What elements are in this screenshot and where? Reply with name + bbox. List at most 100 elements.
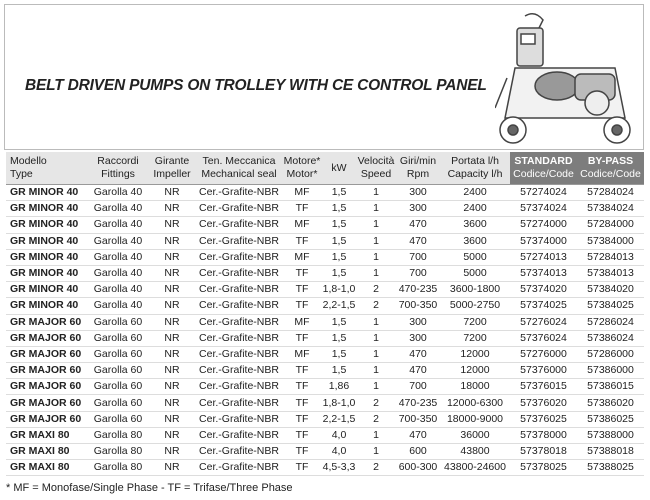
table-cell: NR bbox=[148, 184, 196, 202]
table-cell: 600 bbox=[396, 443, 440, 461]
table-cell: Cer.-Grafite-NBR bbox=[196, 265, 282, 283]
table-cell: 57374024 bbox=[510, 200, 577, 218]
table-cell: 57276000 bbox=[510, 346, 577, 364]
table-cell: Garolla 40 bbox=[88, 233, 148, 250]
table-cell: 1 bbox=[356, 200, 396, 218]
table-cell: 1 bbox=[356, 427, 396, 445]
table-cell: 1 bbox=[356, 233, 396, 250]
table-cell: 600-300 bbox=[396, 459, 440, 477]
pump-illustration bbox=[495, 13, 631, 144]
table-cell: 57378018 bbox=[510, 443, 577, 461]
column-header: Girante Impeller bbox=[148, 152, 196, 185]
table-cell: 1 bbox=[356, 216, 396, 234]
table-cell: Cer.-Grafite-NBR bbox=[196, 427, 282, 445]
table-cell: 1,5 bbox=[322, 216, 356, 234]
header-line: Fittings bbox=[101, 168, 135, 180]
column-header: Velocità Speed bbox=[356, 152, 396, 185]
table-cell: 57276024 bbox=[510, 314, 577, 331]
table-cell: NR bbox=[148, 249, 196, 266]
table-cell: NR bbox=[148, 443, 196, 461]
table-cell: Garolla 60 bbox=[88, 346, 148, 364]
table-cell: 1 bbox=[356, 249, 396, 266]
table-row: GR MINOR 40 Garolla 40 NR Cer.-Grafite-NBR M… bbox=[6, 216, 644, 234]
column-header: Modello Type bbox=[6, 152, 88, 185]
table-cell: GR MAJOR 60 bbox=[6, 314, 88, 331]
table-cell: GR MINOR 40 bbox=[6, 297, 88, 315]
header-line: Codice/Code bbox=[580, 168, 641, 180]
table-cell: Garolla 80 bbox=[88, 427, 148, 445]
table-cell: NR bbox=[148, 216, 196, 234]
table-cell: 57376020 bbox=[510, 394, 577, 412]
table-cell: GR MINOR 40 bbox=[6, 200, 88, 218]
table-cell: 470 bbox=[396, 233, 440, 250]
table-cell: Cer.-Grafite-NBR bbox=[196, 184, 282, 202]
table-cell: NR bbox=[148, 297, 196, 315]
table-cell: 57286000 bbox=[577, 346, 644, 364]
table-cell: 1,5 bbox=[322, 249, 356, 266]
table-cell: 57386024 bbox=[577, 330, 644, 347]
table-cell: 2 bbox=[356, 297, 396, 315]
table-row: GR MINOR 40 Garolla 40 NR Cer.-Grafite-NBR T… bbox=[6, 297, 644, 315]
table-cell: 470-235 bbox=[396, 394, 440, 412]
header-line: Velocità bbox=[357, 155, 395, 167]
table-cell: 57374013 bbox=[510, 265, 577, 283]
column-header: Portata l/h Capacity l/h bbox=[440, 152, 510, 185]
table-cell: 57386000 bbox=[577, 362, 644, 380]
table-cell: GR MAJOR 60 bbox=[6, 362, 88, 380]
table-cell: 700-350 bbox=[396, 411, 440, 428]
table-cell: 57274013 bbox=[510, 249, 577, 266]
header-line: Giri/min bbox=[399, 155, 437, 167]
column-header: Raccordi Fittings bbox=[88, 152, 148, 185]
table-cell: Garolla 40 bbox=[88, 200, 148, 218]
table-cell: Garolla 60 bbox=[88, 314, 148, 331]
table-cell: Garolla 40 bbox=[88, 297, 148, 315]
table-cell: 57378025 bbox=[510, 459, 577, 477]
table-cell: 57378000 bbox=[510, 427, 577, 445]
table-cell: GR MAJOR 60 bbox=[6, 378, 88, 396]
table-cell: Garolla 80 bbox=[88, 443, 148, 461]
table-cell: 1 bbox=[356, 346, 396, 364]
table-cell: 18000-9000 bbox=[440, 411, 510, 428]
table-cell: Cer.-Grafite-NBR bbox=[196, 394, 282, 412]
table-row: GR MAJOR 60 Garolla 60 NR Cer.-Grafite-NBR T… bbox=[6, 330, 644, 347]
table-cell: 7200 bbox=[440, 330, 510, 347]
table-row: GR MAJOR 60 Garolla 60 NR Cer.-Grafite-NBR M… bbox=[6, 346, 644, 364]
table-cell: GR MINOR 40 bbox=[6, 249, 88, 266]
table-row: GR MAJOR 60 Garolla 60 NR Cer.-Grafite-NBR M… bbox=[6, 314, 644, 331]
table-cell: 2 bbox=[356, 411, 396, 428]
column-header: Giri/min Rpm bbox=[396, 152, 440, 185]
table-cell: Cer.-Grafite-NBR bbox=[196, 200, 282, 218]
footnote: * MF = Monofase/Single Phase - TF = Trif… bbox=[6, 482, 293, 494]
table-cell: 1 bbox=[356, 184, 396, 202]
table-cell: Garolla 60 bbox=[88, 394, 148, 412]
table-cell: GR MAJOR 60 bbox=[6, 330, 88, 347]
table-cell: 57388000 bbox=[577, 427, 644, 445]
table-cell: Garolla 40 bbox=[88, 249, 148, 266]
table-cell: 57376000 bbox=[510, 362, 577, 380]
table-cell: 57384000 bbox=[577, 233, 644, 250]
table-cell: 2,2-1,5 bbox=[322, 297, 356, 315]
table-cell: 470 bbox=[396, 346, 440, 364]
table-cell: NR bbox=[148, 281, 196, 299]
table-cell: 1,8-1,0 bbox=[322, 394, 356, 412]
table-cell: Cer.-Grafite-NBR bbox=[196, 216, 282, 234]
table-cell: 2 bbox=[356, 459, 396, 477]
header-line: Motor* bbox=[286, 168, 318, 180]
table-cell: TF bbox=[282, 394, 322, 412]
table-cell: Cer.-Grafite-NBR bbox=[196, 346, 282, 364]
table-cell: MF bbox=[282, 216, 322, 234]
table-cell: 7200 bbox=[440, 314, 510, 331]
table-cell: Garolla 40 bbox=[88, 184, 148, 202]
table-cell: 36000 bbox=[440, 427, 510, 445]
header-line: Rpm bbox=[406, 168, 430, 180]
table-cell: 2 bbox=[356, 394, 396, 412]
column-header: Ten. Meccanica Mechanical seal bbox=[196, 152, 282, 185]
table-cell: GR MAXI 80 bbox=[6, 427, 88, 445]
table-cell: NR bbox=[148, 362, 196, 380]
table-cell: GR MAJOR 60 bbox=[6, 394, 88, 412]
header-line: Ten. Meccanica bbox=[202, 155, 276, 167]
table-cell: 470 bbox=[396, 427, 440, 445]
table-cell: 57384013 bbox=[577, 265, 644, 283]
table-cell: MF bbox=[282, 249, 322, 266]
